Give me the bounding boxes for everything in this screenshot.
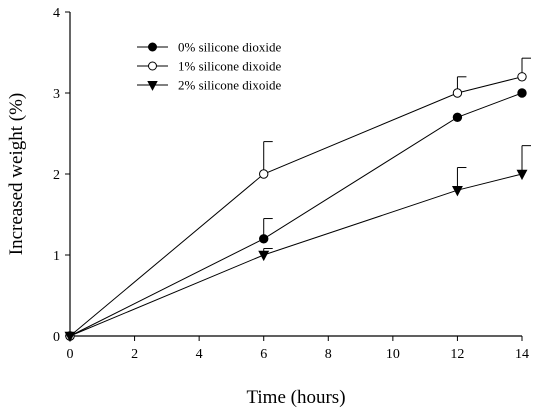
data-point	[452, 88, 463, 98]
data-point	[452, 112, 463, 123]
y-tick-label: 4	[53, 6, 60, 21]
x-axis-title: Time (hours)	[246, 387, 345, 408]
x-tick-label: 0	[67, 347, 74, 362]
x-tick-label: 6	[260, 347, 267, 362]
legend-label: 1% silicone dixoide	[178, 59, 281, 74]
legend-entry: 0% silicone dioxide	[137, 40, 281, 55]
legend-marker	[147, 80, 158, 91]
series-0	[65, 88, 527, 341]
data-point	[516, 169, 528, 181]
legend: 0% silicone dioxide 1% silicone dixoide 2%…	[137, 40, 281, 93]
y-tick-label: 0	[53, 330, 60, 345]
x-tick-label: 2	[131, 347, 138, 362]
data-point	[259, 234, 269, 244]
series-layer	[64, 57, 531, 343]
data-point	[517, 72, 527, 82]
series-line	[69, 76, 523, 337]
series-line	[69, 92, 523, 337]
series-1	[65, 57, 531, 341]
data-point	[259, 169, 269, 179]
legend-entry: 2% silicone dixoide	[137, 78, 281, 93]
data-point	[258, 250, 270, 262]
y-tick-label: 3	[53, 87, 60, 102]
x-tick-label: 10	[386, 347, 400, 362]
legend-marker	[148, 42, 157, 52]
legend-entry: 1% silicone dixoide	[137, 59, 281, 74]
y-tick-label: 2	[53, 168, 60, 183]
legend-marker	[148, 61, 157, 71]
x-tick-label: 8	[325, 347, 332, 362]
series-2	[64, 145, 531, 343]
data-point	[451, 186, 463, 197]
legend-label: 0% silicone dioxide	[178, 40, 281, 55]
legend-label: 2% silicone dixoide	[178, 78, 281, 93]
x-tick-label: 14	[515, 347, 529, 362]
data-point	[64, 331, 76, 343]
y-axis-title: Increased weight (%)	[6, 93, 27, 255]
series-line	[69, 173, 523, 337]
data-point	[517, 88, 527, 98]
x-tick-label: 12	[450, 347, 464, 362]
y-tick-label: 1	[53, 249, 60, 264]
x-tick-label: 4	[196, 347, 203, 362]
